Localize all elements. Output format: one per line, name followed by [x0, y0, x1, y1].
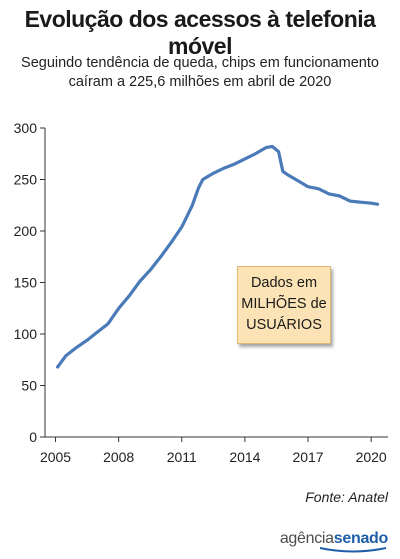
data-point [57, 366, 59, 368]
data-point [86, 339, 88, 341]
data-point [223, 167, 225, 169]
units-note-line-2: MILHÕES de [241, 296, 327, 312]
data-point [265, 146, 267, 149]
data-point [317, 188, 320, 190]
y-tick-label: 100 [14, 326, 38, 342]
y-tick-label: 300 [14, 120, 38, 136]
data-point [212, 172, 214, 174]
logo-swoosh-icon [319, 547, 387, 553]
y-tick-label: 250 [14, 172, 38, 188]
data-point [244, 158, 246, 160]
data-point [376, 203, 379, 205]
data-point [128, 295, 130, 297]
x-tick-label: 2017 [292, 449, 323, 465]
data-point [339, 195, 341, 197]
data-point [202, 178, 204, 181]
data-point [118, 307, 120, 309]
y-tick-label: 200 [14, 223, 38, 239]
data-point [97, 331, 99, 333]
data-point [198, 187, 200, 189]
data-point [286, 173, 288, 175]
data-point [254, 153, 257, 155]
data-point [170, 241, 172, 243]
units-note: Dados em MILHÕES de USUÁRIOS [237, 266, 331, 344]
x-tick-label: 2020 [356, 449, 387, 465]
data-point [307, 186, 309, 188]
data-point [191, 204, 193, 206]
subtitle-line-1: Seguindo tendência de queda, chips em fu… [21, 55, 379, 71]
data-point [75, 346, 78, 348]
data-point [360, 201, 362, 203]
data-point [181, 226, 183, 228]
data-point [107, 323, 109, 325]
x-tick-label: 2008 [103, 449, 134, 465]
units-note-line-1: Dados em [250, 275, 318, 291]
x-tick-label: 2011 [167, 449, 197, 465]
data-point [65, 355, 67, 357]
data-point [160, 256, 162, 258]
data-point [149, 269, 151, 271]
agencia-senado-logo: agência senado [279, 526, 389, 553]
logo-text-agencia: agência [279, 530, 334, 547]
data-point [233, 163, 235, 165]
subtitle-line-2: caíram a 225,6 milhões em abril de 2020 [68, 74, 332, 90]
data-point [349, 200, 351, 202]
logo-text-senado: senado [333, 530, 389, 547]
chart-subtitle: Seguindo tendência de queda, chips em fu… [0, 54, 400, 92]
x-tick-label: 2005 [40, 449, 71, 465]
data-point [277, 151, 280, 153]
data-point [271, 145, 273, 148]
chart-title: Evolução dos acessos à telefonia móvel [24, 6, 376, 59]
y-tick-label: 50 [21, 378, 37, 394]
data-point [296, 179, 299, 182]
y-tick-label: 150 [14, 275, 38, 291]
line-chart: 0 50 100 150 200 250 300 2005 2008 2011 2014 2017 20… [14, 120, 388, 465]
data-point [328, 193, 330, 195]
source-label: Fonte: Anatel [305, 489, 388, 505]
data-point [370, 202, 372, 204]
x-tick-label: 2014 [229, 449, 260, 465]
data-point [282, 170, 284, 172]
data-point [139, 280, 141, 283]
units-note-line-3: USUÁRIOS [246, 317, 322, 333]
y-tick-label: 0 [29, 429, 37, 445]
